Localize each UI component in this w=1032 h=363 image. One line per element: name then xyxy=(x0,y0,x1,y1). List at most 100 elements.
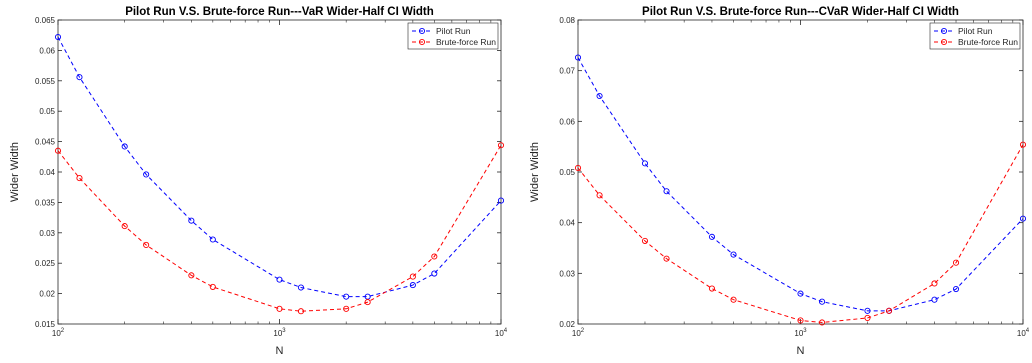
data-point xyxy=(188,272,195,279)
y-tick-label: 0.06 xyxy=(39,46,55,55)
y-tick-label: 0.03 xyxy=(559,269,575,278)
x-tick-label: 102 xyxy=(52,328,65,338)
data-point xyxy=(730,296,737,303)
y-tick-label: 0.08 xyxy=(559,16,575,25)
y-tick-label: 0.03 xyxy=(39,229,55,238)
data-point xyxy=(708,233,716,240)
data-point xyxy=(121,143,128,150)
series-pilot-run xyxy=(54,33,505,300)
chart-2: Pilot Run V.S. Brute-force Run---CVaR Wi… xyxy=(529,6,1030,357)
data-point xyxy=(574,164,582,171)
data-point xyxy=(819,298,826,305)
data-point xyxy=(952,259,960,266)
data-point xyxy=(188,217,195,224)
y-tick-label: 0.015 xyxy=(35,320,56,329)
y-tick-label: 0.025 xyxy=(35,259,56,268)
y-tick-label: 0.035 xyxy=(35,198,56,207)
y-tick-label: 0.055 xyxy=(35,77,56,86)
data-point xyxy=(54,33,62,41)
y-tick-label: 0.045 xyxy=(35,138,56,147)
data-point xyxy=(931,280,938,287)
chart-title: Pilot Run V.S. Brute-force Run---VaR Wid… xyxy=(125,6,434,18)
data-point xyxy=(54,147,62,154)
y-axis-label: Wider Width xyxy=(9,142,21,202)
data-point xyxy=(409,273,416,280)
data-point xyxy=(663,188,670,195)
data-point xyxy=(931,296,938,303)
series-line xyxy=(57,36,502,298)
data-point xyxy=(1019,141,1027,148)
data-point xyxy=(663,255,670,262)
y-tick-label: 0.04 xyxy=(39,168,55,177)
y-tick-label: 0.05 xyxy=(39,107,55,116)
data-point xyxy=(343,305,350,312)
data-point xyxy=(76,175,83,182)
x-tick-label: 103 xyxy=(794,328,807,338)
data-point xyxy=(596,92,603,100)
data-point xyxy=(797,317,804,324)
legend-entry: Pilot Run xyxy=(436,26,471,36)
data-point xyxy=(297,284,305,291)
data-point xyxy=(276,305,283,312)
data-point xyxy=(864,307,871,314)
x-tick-label: 104 xyxy=(1017,328,1030,338)
data-point xyxy=(952,285,960,293)
series-line xyxy=(577,57,1024,312)
chart-1: Pilot Run V.S. Brute-force Run---VaR Wid… xyxy=(9,6,508,357)
data-point xyxy=(431,270,438,277)
x-tick-label: 102 xyxy=(572,328,585,338)
data-point xyxy=(121,223,128,230)
data-point xyxy=(343,293,350,300)
x-axis-label: N xyxy=(276,345,284,357)
series-brute-force-run xyxy=(54,142,505,315)
y-tick-label: 0.07 xyxy=(559,67,575,76)
data-point xyxy=(209,236,216,243)
y-axis-label: Wider Width xyxy=(529,142,541,202)
legend-swatch-marker xyxy=(418,27,426,35)
legend-swatch-marker xyxy=(940,27,948,35)
data-point xyxy=(708,285,716,292)
data-point xyxy=(574,54,582,61)
chart-title: Pilot Run V.S. Brute-force Run---CVaR Wi… xyxy=(642,6,959,18)
data-point xyxy=(641,237,649,244)
data-point xyxy=(819,319,826,326)
data-point xyxy=(885,307,893,314)
x-tick-label: 104 xyxy=(495,328,508,338)
y-tick-label: 0.04 xyxy=(559,219,575,228)
data-point xyxy=(497,142,505,149)
y-tick-label: 0.05 xyxy=(559,168,575,177)
data-point xyxy=(143,241,150,249)
data-point xyxy=(596,192,603,199)
data-point xyxy=(209,283,216,290)
data-point xyxy=(276,276,283,283)
data-point xyxy=(297,308,305,315)
y-tick-label: 0.065 xyxy=(35,16,56,25)
data-point xyxy=(1019,215,1027,222)
data-point xyxy=(730,251,737,258)
legend-entry: Brute-force Run xyxy=(958,37,1018,47)
legend-entry: Pilot Run xyxy=(958,26,993,36)
data-point xyxy=(409,282,416,289)
legend-entry: Brute-force Run xyxy=(436,37,496,47)
y-tick-label: 0.06 xyxy=(559,117,575,126)
data-point xyxy=(641,160,649,167)
series-line xyxy=(577,144,1024,323)
legend-swatch-marker xyxy=(418,38,426,46)
data-point xyxy=(364,299,371,306)
x-tick-label: 103 xyxy=(273,328,286,338)
data-point xyxy=(797,290,804,297)
series-pilot-run xyxy=(574,54,1027,314)
data-point xyxy=(431,253,438,260)
data-point xyxy=(497,197,505,204)
plot-area xyxy=(57,19,502,325)
plot-area xyxy=(577,19,1024,325)
legend-swatch-marker xyxy=(940,38,948,46)
series-line xyxy=(57,144,502,312)
data-point xyxy=(143,171,150,178)
series-brute-force-run xyxy=(574,141,1027,326)
y-tick-label: 0.02 xyxy=(559,320,575,329)
